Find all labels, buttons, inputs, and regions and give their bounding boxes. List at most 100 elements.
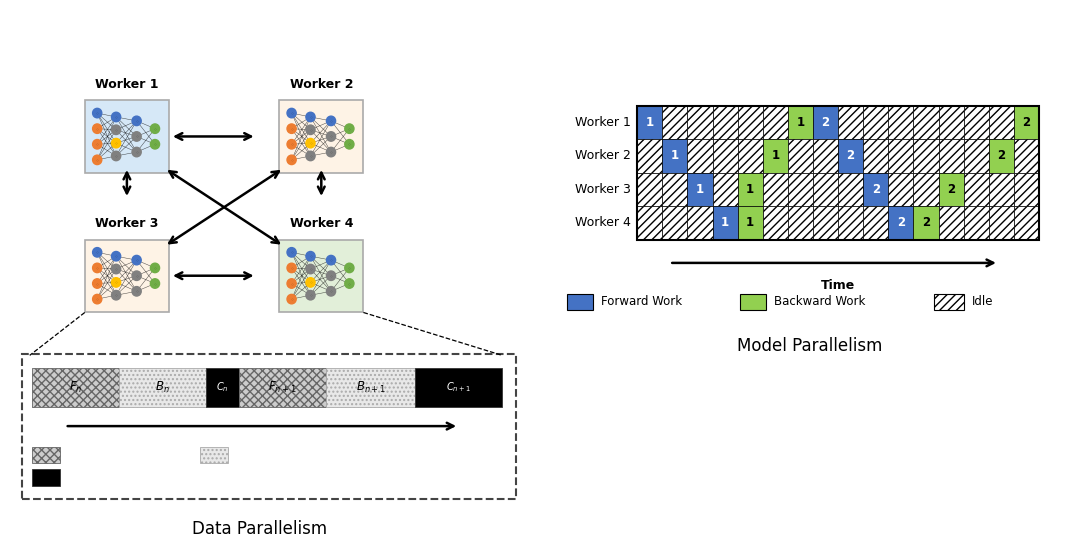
Text: Worker 4: Worker 4	[575, 216, 631, 229]
Circle shape	[326, 116, 336, 125]
Bar	[963, 106, 989, 139]
Bar	[838, 139, 863, 173]
Bar	[637, 106, 662, 139]
Bar	[888, 206, 914, 240]
Bar	[662, 139, 687, 173]
Text: Time: Time	[245, 433, 279, 447]
Bar	[239, 368, 326, 407]
Bar	[989, 139, 1014, 173]
Bar	[1014, 139, 1039, 173]
Bar	[788, 173, 813, 206]
Circle shape	[306, 264, 315, 274]
Bar	[85, 100, 168, 173]
Bar	[738, 206, 762, 240]
Bar	[963, 139, 989, 173]
Bar	[119, 368, 206, 407]
Circle shape	[306, 290, 315, 300]
Bar	[888, 106, 914, 139]
Circle shape	[287, 263, 296, 273]
Circle shape	[93, 155, 102, 165]
Text: 2: 2	[997, 149, 1005, 163]
Circle shape	[306, 151, 315, 160]
Bar	[863, 106, 889, 139]
Bar	[863, 173, 889, 206]
Bar	[713, 206, 738, 240]
Bar	[989, 106, 1014, 139]
Bar	[762, 206, 788, 240]
Bar	[934, 294, 964, 310]
Bar	[662, 206, 687, 240]
Circle shape	[150, 139, 160, 149]
Circle shape	[150, 124, 160, 134]
Circle shape	[345, 278, 354, 289]
Text: Worker 1: Worker 1	[575, 116, 631, 129]
Bar	[914, 206, 939, 240]
Bar	[326, 368, 416, 407]
Circle shape	[132, 131, 141, 141]
Circle shape	[345, 139, 354, 149]
Bar	[1014, 106, 1039, 139]
Bar	[32, 368, 119, 407]
Bar	[813, 139, 838, 173]
Bar	[687, 139, 713, 173]
Text: $C_n$: $C_n$	[216, 380, 229, 394]
Text: 1: 1	[671, 149, 679, 163]
Bar	[713, 139, 738, 173]
Circle shape	[132, 271, 141, 281]
Text: Worker 2: Worker 2	[289, 78, 353, 91]
Bar	[32, 469, 60, 486]
Bar	[939, 139, 963, 173]
Bar	[662, 106, 687, 139]
Circle shape	[306, 252, 315, 261]
Text: 1: 1	[771, 149, 780, 163]
Bar	[989, 173, 1014, 206]
Text: Model Parallelism: Model Parallelism	[738, 338, 882, 355]
Bar	[85, 240, 168, 312]
Bar	[740, 294, 766, 310]
Bar	[813, 173, 838, 206]
Bar	[939, 106, 963, 139]
Text: 1: 1	[746, 216, 754, 229]
Bar	[206, 368, 239, 407]
Bar	[963, 206, 989, 240]
Circle shape	[306, 277, 315, 287]
Circle shape	[93, 263, 102, 273]
Text: $F_{n+1}$: $F_{n+1}$	[268, 379, 297, 395]
Bar	[1014, 173, 1039, 206]
Text: Worker 3: Worker 3	[95, 217, 159, 230]
Text: 2: 2	[947, 183, 955, 196]
Text: Worker 3: Worker 3	[575, 183, 631, 196]
Bar	[637, 173, 662, 206]
Circle shape	[111, 277, 121, 287]
Text: $C_{n+1}$: $C_{n+1}$	[446, 380, 471, 394]
Bar	[888, 139, 914, 173]
Bar	[838, 173, 863, 206]
Circle shape	[326, 131, 336, 141]
Bar	[738, 106, 762, 139]
Bar	[687, 206, 713, 240]
Text: Communication Stall (Model Parameters): Communication Stall (Model Parameters)	[66, 472, 295, 482]
Text: Data Parallelism: Data Parallelism	[191, 520, 327, 538]
Bar	[762, 106, 788, 139]
Circle shape	[150, 263, 160, 273]
Circle shape	[287, 294, 296, 304]
Circle shape	[93, 108, 102, 118]
Bar	[939, 173, 963, 206]
Bar	[416, 368, 502, 407]
Bar	[713, 173, 738, 206]
Bar	[788, 106, 813, 139]
Circle shape	[345, 124, 354, 134]
Circle shape	[132, 255, 141, 265]
Bar	[914, 106, 939, 139]
Bar	[280, 240, 363, 312]
Bar	[963, 173, 989, 206]
Circle shape	[93, 278, 102, 289]
Bar	[687, 106, 713, 139]
Circle shape	[306, 113, 315, 122]
Bar	[989, 206, 1014, 240]
Bar	[813, 106, 838, 139]
Bar	[738, 173, 762, 206]
Text: 1: 1	[646, 116, 653, 129]
Text: $F_n$: $F_n$	[69, 379, 82, 395]
Circle shape	[93, 124, 102, 134]
